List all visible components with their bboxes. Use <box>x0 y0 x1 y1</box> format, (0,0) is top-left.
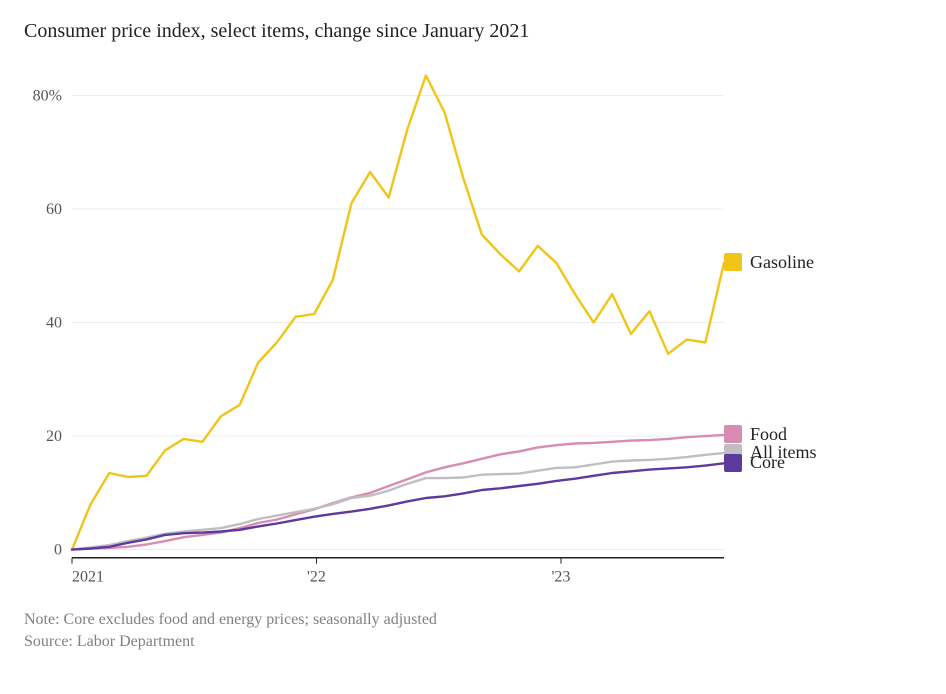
legend-swatch <box>724 253 742 271</box>
x-axis: 2021 '22 '23 <box>72 558 570 586</box>
chart-footnotes: Note: Core excludes food and energy pric… <box>24 611 922 651</box>
legend-item-core: Core <box>724 452 785 473</box>
y-tick-label: 60 <box>46 201 62 218</box>
y-tick-label: 80% <box>33 87 62 104</box>
chart-svg: 0 20 40 60 80% 2021 '22 '23 <box>24 57 724 597</box>
plot-outer: 0 20 40 60 80% 2021 '22 '23 GasolineFoodAll ite… <box>24 57 922 597</box>
chart-note: Note: Core excludes food and energy pric… <box>24 611 922 629</box>
series-core <box>72 463 724 549</box>
legend-label: Gasoline <box>750 252 814 273</box>
x-tick-label: '23 <box>552 569 571 586</box>
y-tick-label: 40 <box>46 315 62 332</box>
y-tick-label: 0 <box>54 542 62 559</box>
legend: GasolineFoodAll itemsCore <box>724 57 864 597</box>
y-grid: 0 20 40 60 80% <box>33 87 724 558</box>
legend-swatch <box>724 425 742 443</box>
legend-label: Core <box>750 452 785 473</box>
y-tick-label: 20 <box>46 428 62 445</box>
legend-item-gasoline: Gasoline <box>724 252 814 273</box>
series-gasoline <box>72 76 724 550</box>
x-tick-label: 2021 <box>72 569 104 586</box>
chart-title: Consumer price index, select items, chan… <box>24 20 922 43</box>
x-tick-label: '22 <box>307 569 326 586</box>
legend-swatch <box>724 454 742 472</box>
cpi-line-chart: Consumer price index, select items, chan… <box>0 0 946 694</box>
plot-area: 0 20 40 60 80% 2021 '22 '23 <box>24 57 724 597</box>
chart-source: Source: Labor Department <box>24 633 922 651</box>
